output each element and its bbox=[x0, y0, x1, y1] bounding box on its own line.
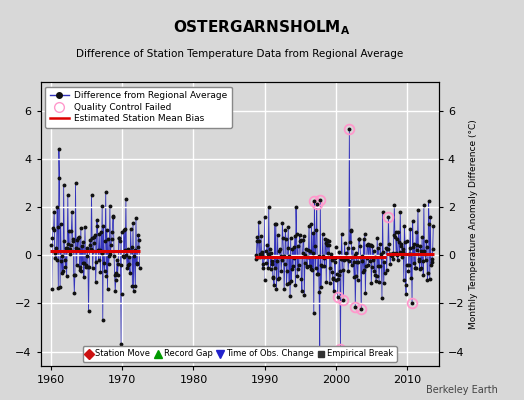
Y-axis label: Monthly Temperature Anomaly Difference (°C): Monthly Temperature Anomaly Difference (… bbox=[468, 119, 477, 329]
Text: Berkeley Earth: Berkeley Earth bbox=[426, 385, 498, 395]
Legend: Station Move, Record Gap, Time of Obs. Change, Empirical Break: Station Move, Record Gap, Time of Obs. C… bbox=[83, 346, 397, 362]
Text: OSTERGARNSHOLM$_\mathregular{A}$: OSTERGARNSHOLM$_\mathregular{A}$ bbox=[173, 18, 351, 37]
Title: Difference of Station Temperature Data from Regional Average: Difference of Station Temperature Data f… bbox=[76, 49, 403, 59]
